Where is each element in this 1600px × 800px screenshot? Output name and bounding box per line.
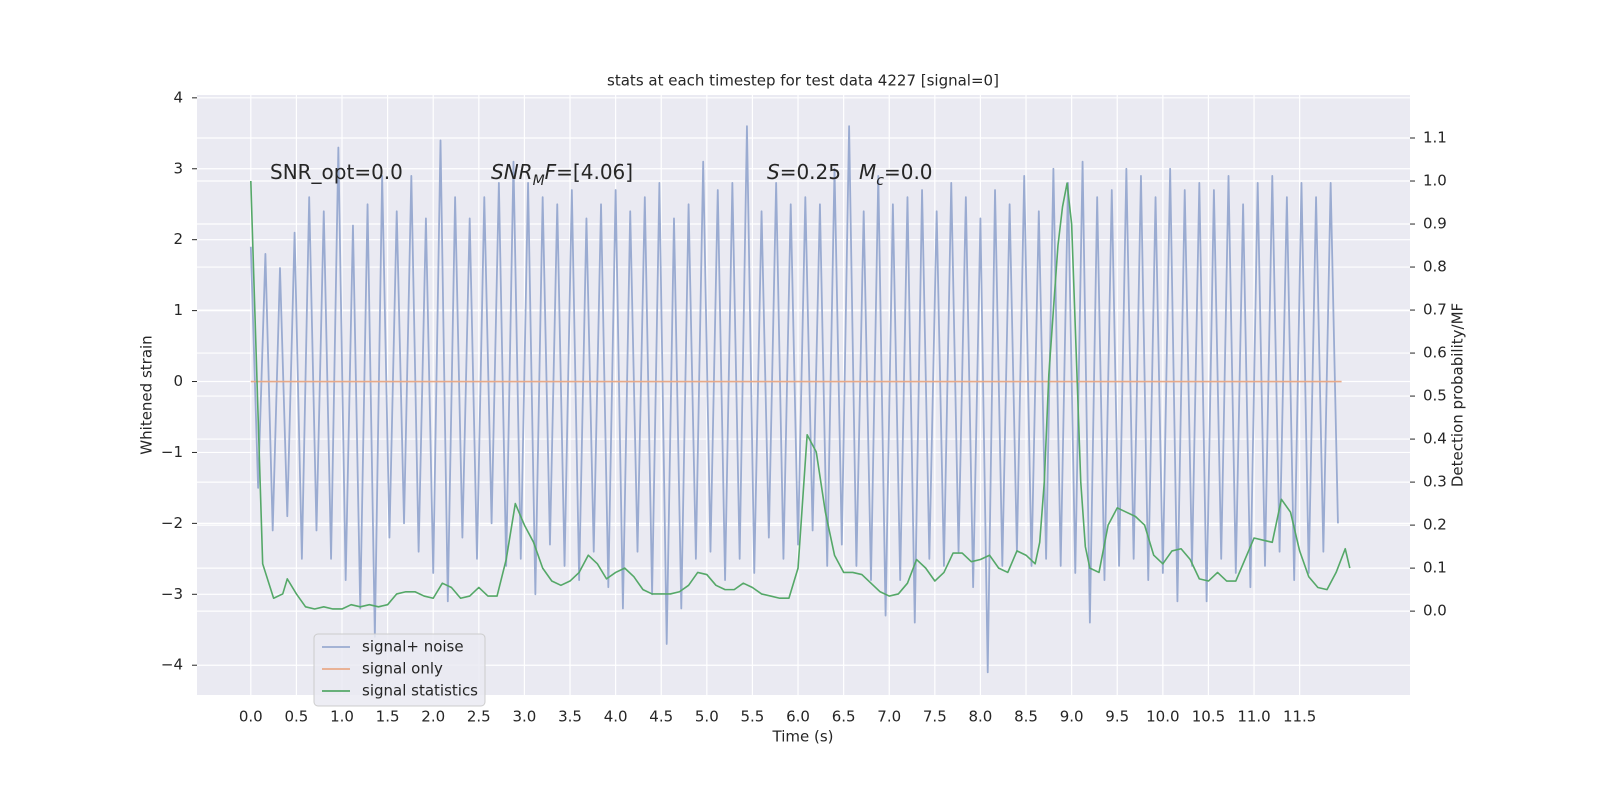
y2-tick-label: 0.6 bbox=[1423, 344, 1447, 362]
annotation-part: M bbox=[859, 160, 876, 184]
annotation: SNR_opt=0.0 bbox=[270, 160, 403, 184]
annotation: SNRMF=[4.06] bbox=[491, 160, 633, 190]
x-tick-label: 8.0 bbox=[969, 708, 993, 726]
annotation-part: SNR_opt=0.0 bbox=[270, 160, 403, 184]
y-axis-label: Whitened strain bbox=[138, 335, 156, 454]
series-line bbox=[249, 125, 1339, 674]
x-tick-label: 0.0 bbox=[239, 708, 263, 726]
legend: signal+ noise signal only signal statistic… bbox=[313, 633, 486, 707]
x-tick-label: 5.0 bbox=[695, 708, 719, 726]
y2-tick-label: 0.1 bbox=[1423, 559, 1447, 577]
y-tick-label: 0 bbox=[173, 372, 183, 390]
y2-tick-label: 1.0 bbox=[1423, 172, 1447, 190]
y2-tick-label: 0.7 bbox=[1423, 301, 1447, 319]
x-tick-label: 1.5 bbox=[376, 708, 400, 726]
x-tick-label: 2.5 bbox=[467, 708, 491, 726]
y-tick-label: 3 bbox=[173, 159, 183, 177]
ticks: 0.0 0.5 1.0 1.5 2.0 2.5 3.0 3.5 4.0 4.5 5.0 5.5 6.0 6… bbox=[161, 88, 1447, 725]
chart-title: stats at each timestep for test data 422… bbox=[607, 72, 999, 90]
y2-tick-label: 0.0 bbox=[1423, 602, 1447, 620]
annotations: SNR_opt=0.0 SNRMF=[4.06] S=0.25 Mc=0.0 bbox=[270, 160, 933, 190]
annotation-part: F bbox=[545, 160, 557, 184]
x-tick-label: 11.5 bbox=[1283, 708, 1316, 726]
y2-tick-label: 0.9 bbox=[1423, 215, 1447, 233]
annotation-part: M bbox=[533, 173, 545, 189]
y-tick-label: 1 bbox=[173, 301, 183, 319]
y-tick-label: 2 bbox=[173, 230, 183, 248]
y-tick-label: 4 bbox=[173, 88, 183, 106]
x-tick-label: 2.0 bbox=[421, 708, 445, 726]
annotation-part: =0.25 bbox=[780, 160, 841, 184]
y-tick-label: −4 bbox=[161, 656, 183, 674]
y-tick-label: −1 bbox=[161, 443, 183, 461]
legend-label: signal+ noise bbox=[362, 638, 464, 656]
annotation-part: c bbox=[876, 173, 884, 189]
x-tick-label: 0.5 bbox=[284, 708, 308, 726]
y-tick-label: −2 bbox=[161, 514, 183, 532]
x-tick-label: 6.5 bbox=[832, 708, 856, 726]
legend-box bbox=[313, 633, 486, 707]
x-tick-label: 4.0 bbox=[604, 708, 628, 726]
legend-label: signal only bbox=[362, 660, 443, 678]
y2-axis-label: Detection probability/MF bbox=[1449, 303, 1467, 487]
y2-tick-label: 1.1 bbox=[1423, 129, 1447, 147]
x-tick-label: 6.0 bbox=[786, 708, 810, 726]
marks bbox=[249, 125, 1351, 674]
series-line bbox=[250, 180, 1351, 610]
annotation: Mc=0.0 bbox=[859, 160, 933, 190]
y2-tick-label: 0.3 bbox=[1423, 473, 1447, 491]
y2-tick-label: 0.4 bbox=[1423, 430, 1447, 448]
x-tick-label: 10.5 bbox=[1192, 708, 1225, 726]
x-tick-label: 10.0 bbox=[1146, 708, 1179, 726]
annotation-part: S bbox=[767, 160, 780, 184]
x-tick-label: 1.0 bbox=[330, 708, 354, 726]
annotation: S=0.25 bbox=[767, 160, 841, 184]
legend-label: signal statistics bbox=[362, 682, 478, 700]
x-tick-label: 7.5 bbox=[923, 708, 947, 726]
y-tick-label: −3 bbox=[161, 585, 183, 603]
x-tick-label: 4.5 bbox=[649, 708, 673, 726]
y2-tick-label: 0.2 bbox=[1423, 516, 1447, 534]
x-tick-label: 8.5 bbox=[1014, 708, 1038, 726]
annotation-part: SNR bbox=[491, 160, 533, 184]
x-tick-label: 3.0 bbox=[512, 708, 536, 726]
y2-tick-label: 0.8 bbox=[1423, 258, 1447, 276]
y2-tick-label: 0.5 bbox=[1423, 387, 1447, 405]
x-tick-label: 9.0 bbox=[1060, 708, 1084, 726]
x-axis-label: Time (s) bbox=[772, 728, 834, 746]
x-tick-label: 11.0 bbox=[1237, 708, 1270, 726]
annotation-part: =0.0 bbox=[884, 160, 933, 184]
annotation-part: =[4.06] bbox=[556, 160, 633, 184]
plot-area bbox=[197, 95, 1410, 695]
x-tick-label: 3.5 bbox=[558, 708, 582, 726]
x-tick-label: 7.0 bbox=[877, 708, 901, 726]
x-tick-label: 5.5 bbox=[740, 708, 764, 726]
x-tick-label: 9.5 bbox=[1105, 708, 1129, 726]
